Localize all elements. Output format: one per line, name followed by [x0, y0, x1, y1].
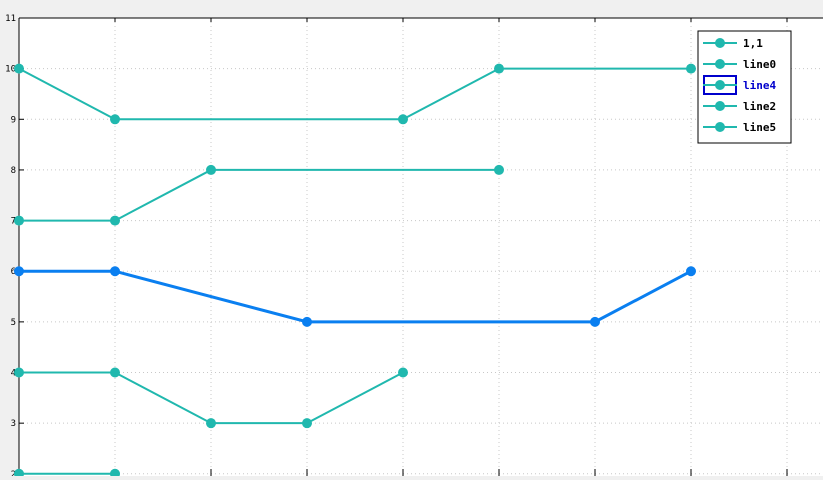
data-point [206, 418, 216, 429]
data-point [302, 418, 312, 429]
data-point [494, 164, 504, 175]
series-line [19, 168, 499, 222]
plot-background [19, 18, 823, 476]
legend-swatch-marker [715, 122, 725, 132]
legend-label: line0 [743, 58, 776, 71]
data-point [302, 316, 312, 327]
axes [18, 17, 823, 476]
legend-item: line4 [703, 75, 776, 95]
legend-label: line2 [743, 100, 776, 113]
y-tick-label: 3 [11, 419, 16, 429]
legend-label: line4 [743, 79, 776, 92]
data-point [494, 63, 504, 74]
y-tick-label: 10 [5, 65, 16, 75]
y-tick-label: 5 [11, 318, 16, 328]
y-tick-label: 11 [5, 14, 16, 24]
data-point [590, 316, 600, 327]
legend-swatch-marker [715, 101, 725, 111]
data-point [686, 63, 696, 74]
y-tick-label: 8 [11, 166, 16, 176]
legend-swatch-marker [715, 59, 725, 69]
legend-item: line5 [703, 121, 776, 134]
series-line2 [14, 164, 504, 226]
y-tick-label: 7 [11, 217, 16, 227]
y-tick-label: 4 [11, 369, 16, 379]
data-point [110, 266, 120, 277]
data-point [110, 367, 120, 378]
legend-item: 1,1 [703, 37, 763, 50]
data-point [14, 266, 24, 277]
data-point [686, 266, 696, 277]
data-point [110, 215, 120, 226]
data-point [14, 215, 24, 226]
series-line0 [14, 367, 408, 429]
series-line4 [14, 266, 696, 327]
y-tick-label: 9 [11, 115, 16, 125]
grid [19, 18, 823, 476]
legend-swatch-marker [715, 80, 725, 90]
series-line5 [14, 63, 696, 125]
data-point [14, 367, 24, 378]
legend-label: 1,1 [743, 37, 763, 50]
legend-item: line2 [703, 100, 776, 113]
data-point [110, 114, 120, 125]
y-tick-label: 2 [11, 470, 16, 476]
legend-box [697, 30, 792, 144]
data-point [398, 114, 408, 125]
series [14, 63, 696, 479]
data-point [206, 164, 216, 175]
y-tick-label: 6 [11, 267, 16, 277]
legend-label: line5 [743, 121, 776, 134]
legend: 1,1 line0 line4 line2 line5 [697, 30, 792, 144]
data-point [398, 367, 408, 378]
data-point [14, 63, 24, 74]
legend-item: line0 [703, 58, 776, 71]
legend-swatch-marker [715, 38, 725, 48]
